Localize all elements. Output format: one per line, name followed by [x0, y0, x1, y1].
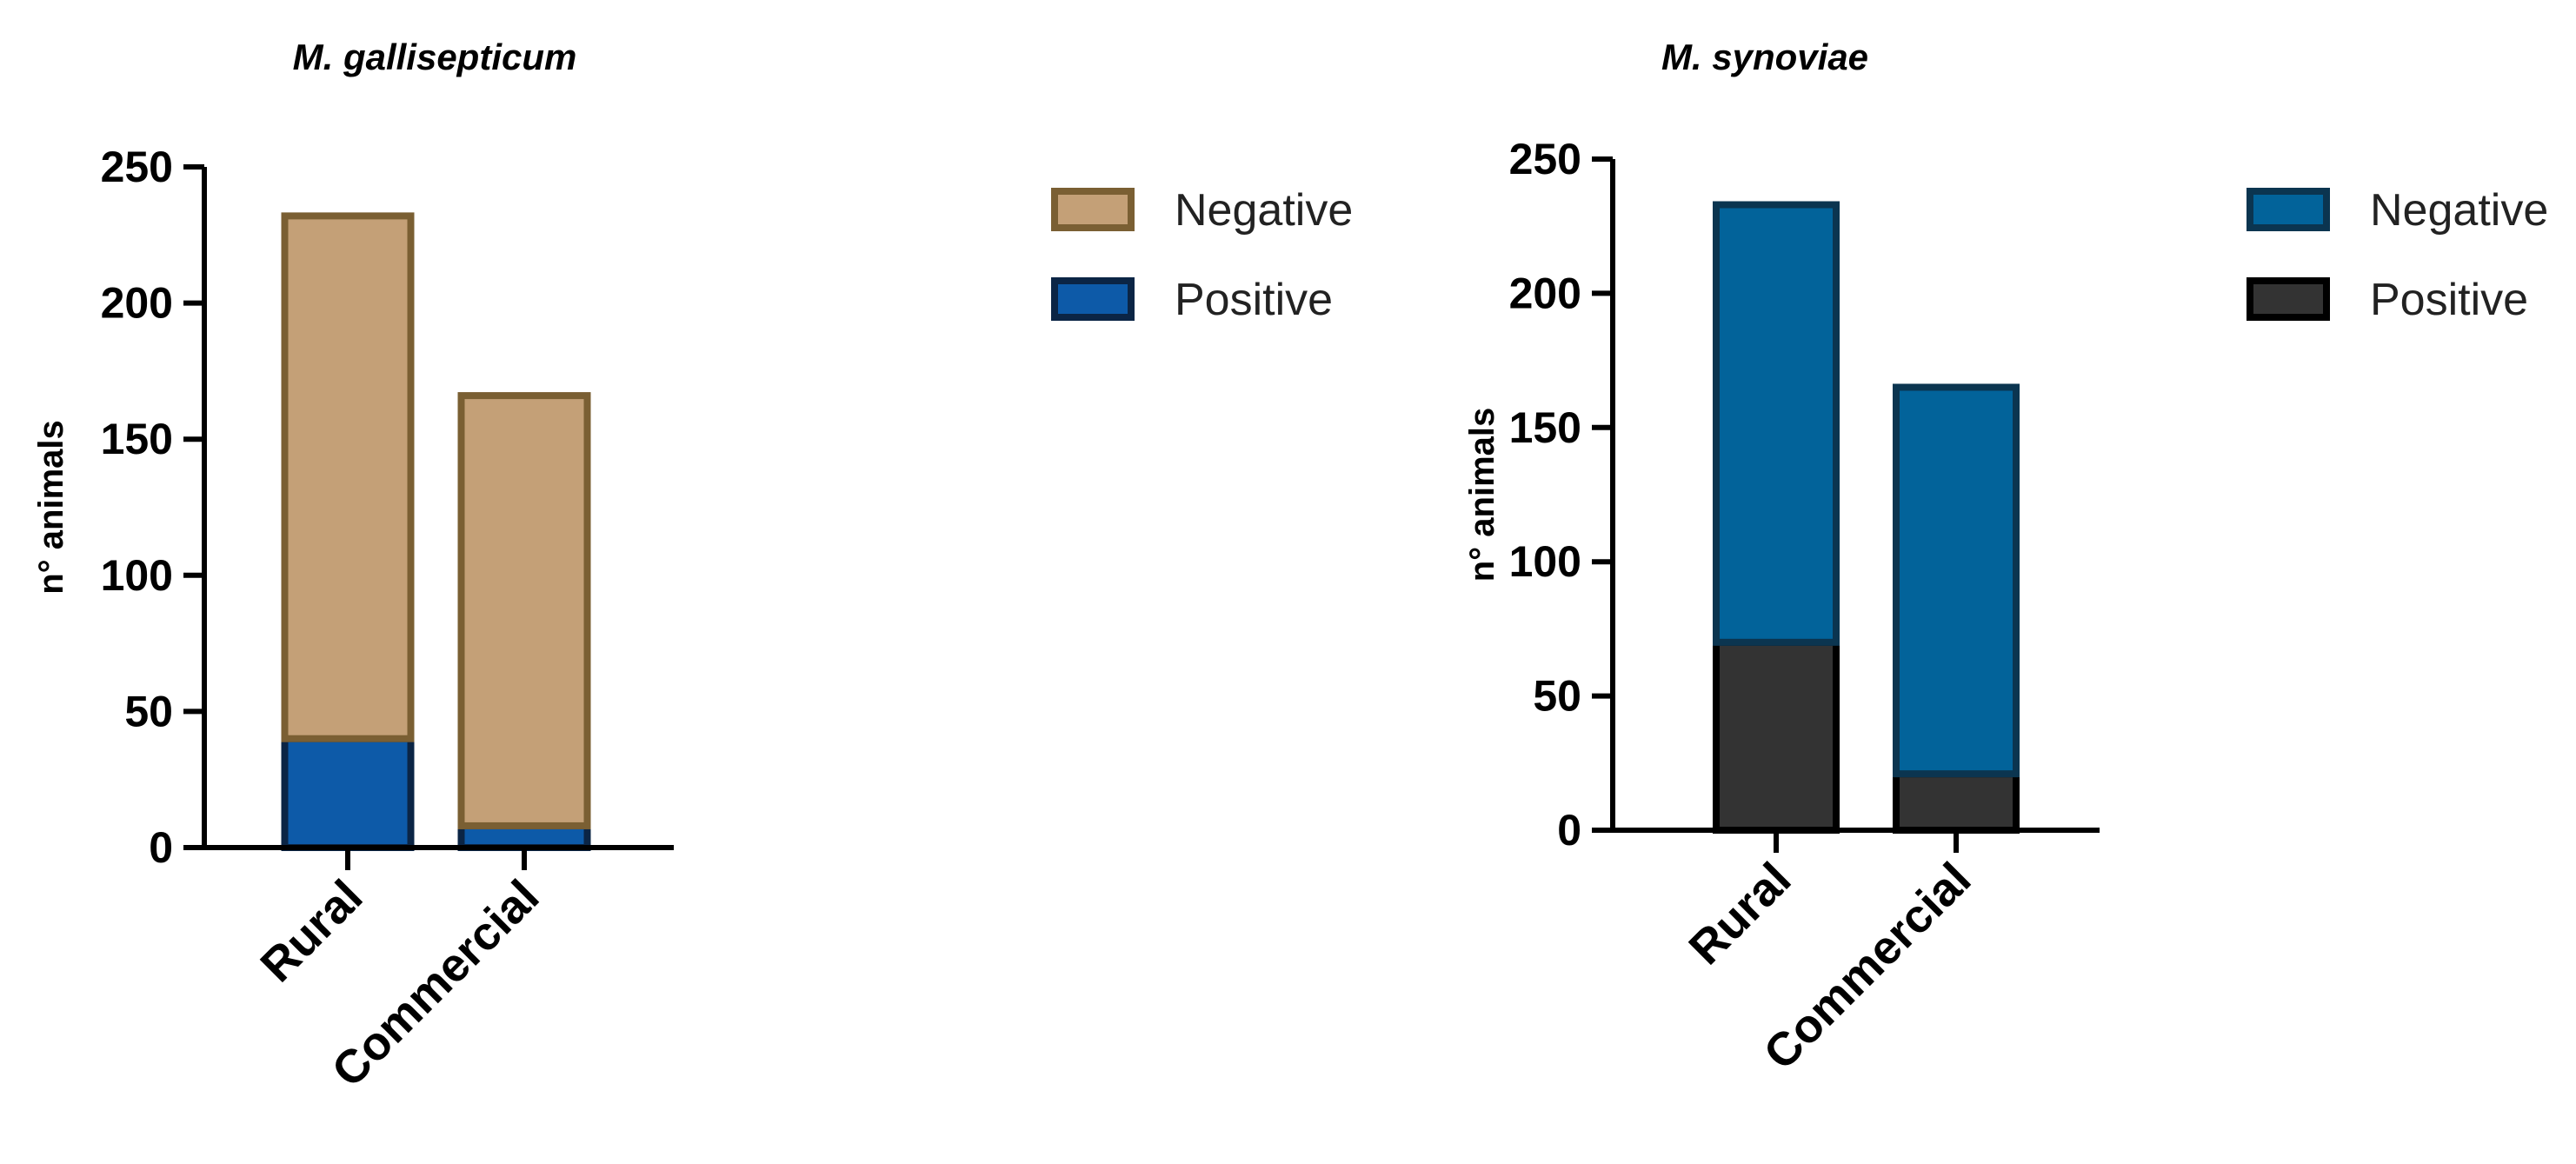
chart2-y-tick-label-100: 100 [1509, 537, 1581, 586]
chart2-bar-rural-negative [1713, 201, 1840, 646]
chart2-y-tick-label-150: 150 [1509, 403, 1581, 452]
chart2-y-tick-label-250: 250 [1509, 135, 1581, 183]
chart1-bar-rural-positive [281, 735, 415, 851]
chart2-y-tick-label-50: 50 [1533, 672, 1581, 721]
chart1-legend-swatch-positive [1051, 277, 1135, 321]
chart2-legend-label-positive: Positive [2370, 275, 2528, 325]
chart1-x-tick-label-rural: Rural [250, 870, 372, 992]
chart1-legend-label-negative: Negative [1175, 185, 1353, 236]
chart2-y-axis-label: n° animals [1463, 408, 1501, 582]
chart2-legend-swatch-negative [2247, 188, 2330, 231]
chart1-y-tick-label-100: 100 [101, 551, 173, 600]
chart1-y-tick-label-200: 200 [101, 279, 173, 328]
chart1-title: M. gallisepticum [293, 37, 577, 77]
chart2-bar-commercial-negative [1893, 383, 2020, 778]
chart2-x-tick-label-rural: Rural [1679, 853, 1801, 974]
chart2-y-tick-label-200: 200 [1509, 269, 1581, 317]
chart1-y-tick-label-0: 0 [149, 823, 173, 872]
chart2-bar-rural-positive [1713, 638, 1840, 835]
chart1-bar-rural-negative [281, 212, 415, 742]
chart1-y-tick-label-250: 250 [101, 143, 173, 191]
chart1-y-tick-label-150: 150 [101, 415, 173, 463]
chart2-y-tick-label-0: 0 [1557, 806, 1581, 855]
chart1-bar-commercial-negative [457, 392, 591, 829]
chart2-legend-swatch-positive [2247, 277, 2330, 321]
chart2-title: M. synoviae [1661, 37, 1868, 77]
chart1-y-axis-label: n° animals [32, 420, 70, 595]
chart1-legend-swatch-negative [1051, 188, 1135, 231]
chart2-legend-label-negative: Negative [2370, 185, 2548, 236]
chart2-bar-commercial-positive [1893, 770, 2020, 834]
chart1-legend-label-positive: Positive [1175, 275, 1333, 325]
chart1-y-tick-label-50: 50 [124, 687, 173, 735]
